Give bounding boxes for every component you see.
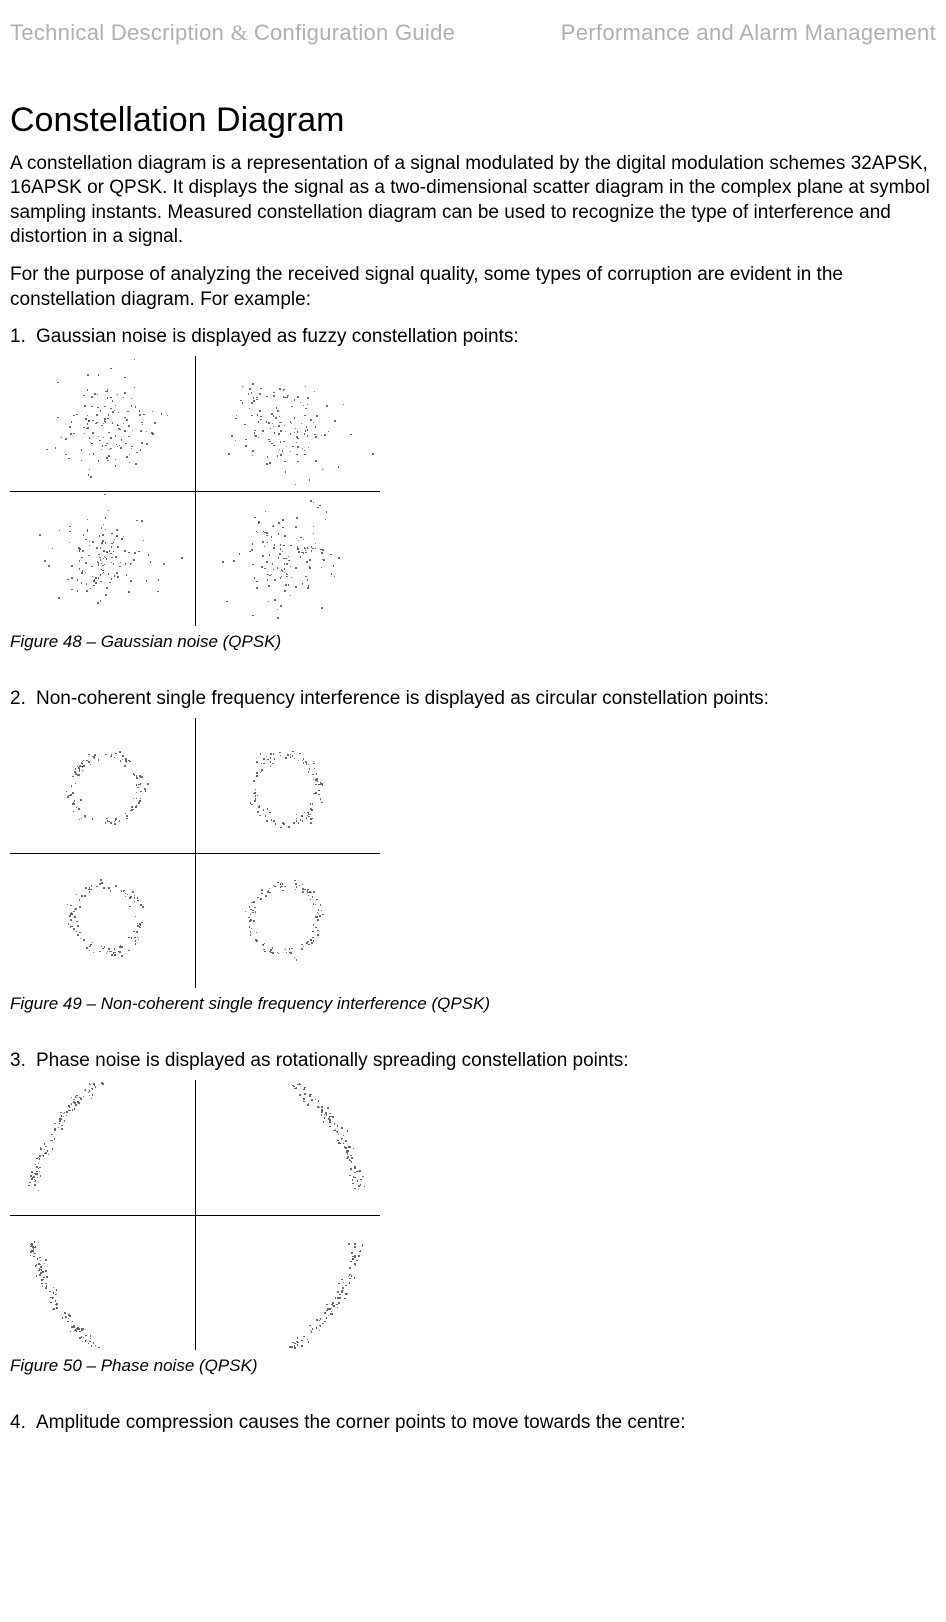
item-text: Non-coherent single frequency interferen… (36, 688, 769, 709)
list-item: 2.Non-coherent single frequency interfer… (10, 688, 936, 710)
phase-diagram (10, 1080, 380, 1350)
figure-caption: Figure 50 – Phase noise (QPSK) (10, 1356, 936, 1376)
item-text: Gaussian noise is displayed as fuzzy con… (36, 326, 519, 347)
intro-paragraph-1: A constellation diagram is a representat… (10, 152, 936, 249)
page-header: Technical Description & Configuration Gu… (10, 20, 936, 46)
item-number: 1. (10, 326, 36, 348)
figure-caption: Figure 49 – Non-coherent single frequenc… (10, 994, 936, 1014)
item-number: 4. (10, 1412, 36, 1434)
list-item: 4.Amplitude compression causes the corne… (10, 1412, 936, 1434)
axis-vertical (195, 1080, 196, 1350)
header-right-a: Performance (561, 20, 697, 45)
item-number: 2. (10, 688, 36, 710)
gaussian-diagram (10, 356, 380, 626)
ring-diagram (10, 718, 380, 988)
axis-vertical (195, 718, 196, 988)
header-left-a: Technical Description (10, 20, 231, 45)
item-text: Phase noise is displayed as rotationally… (36, 1050, 629, 1071)
intro-paragraph-2: For the purpose of analyzing the receive… (10, 263, 936, 312)
list-item: 1.Gaussian noise is displayed as fuzzy c… (10, 326, 936, 348)
item-number: 3. (10, 1050, 36, 1072)
header-left-b: Configuration Guide (254, 20, 455, 45)
header-ampersand: & (231, 20, 254, 45)
list-item: 3.Phase noise is displayed as rotational… (10, 1050, 936, 1072)
page-title: Constellation Diagram (10, 101, 936, 140)
corruption-list: 1.Gaussian noise is displayed as fuzzy c… (10, 326, 936, 1434)
header-right: Performance and Alarm Management (561, 20, 936, 46)
figure-caption: Figure 48 – Gaussian noise (QPSK) (10, 632, 936, 652)
axis-vertical (195, 356, 196, 626)
header-left: Technical Description & Configuration Gu… (10, 20, 455, 46)
header-right-b: and Alarm Management (696, 20, 936, 45)
item-text: Amplitude compression causes the corner … (36, 1412, 686, 1433)
